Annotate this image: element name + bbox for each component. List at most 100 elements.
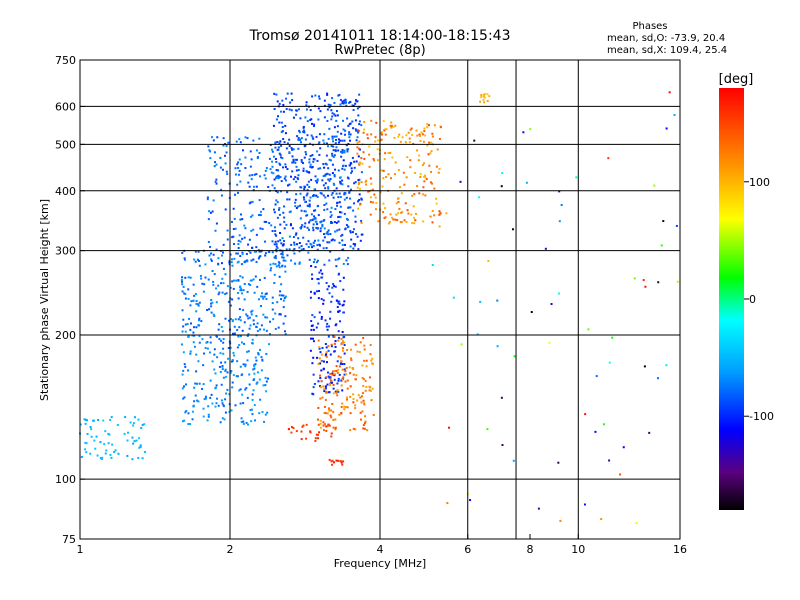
- scatter-point: [420, 131, 423, 134]
- scatter-point: [322, 367, 325, 370]
- scatter-point: [376, 148, 379, 151]
- scatter-point: [246, 260, 249, 263]
- scatter-point: [184, 383, 187, 386]
- scatter-point: [240, 287, 243, 290]
- scatter-point: [192, 404, 195, 407]
- scatter-point: [351, 156, 354, 159]
- scatter-point: [352, 242, 355, 245]
- scatter-point: [312, 229, 315, 232]
- scatter-point: [213, 165, 216, 168]
- scatter-point: [340, 384, 343, 387]
- scatter-point: [296, 158, 299, 161]
- scatter-point: [557, 461, 560, 464]
- scatter-point: [356, 136, 359, 139]
- scatter-point: [309, 431, 312, 434]
- scatter-point: [239, 141, 242, 144]
- scatter-point: [337, 459, 340, 462]
- scatter-point: [193, 258, 196, 261]
- scatter-point: [320, 315, 323, 318]
- scatter-point: [311, 324, 314, 327]
- scatter-point: [337, 330, 340, 333]
- scatter-point: [312, 160, 315, 163]
- scatter-point: [318, 133, 321, 136]
- scatter-point: [608, 459, 611, 462]
- scatter-point: [264, 254, 267, 257]
- scatter-point: [126, 431, 129, 434]
- scatter-point: [377, 220, 380, 223]
- scatter-point: [189, 423, 192, 426]
- scatter-point: [274, 257, 277, 260]
- scatter-point: [350, 167, 353, 170]
- scatter-point: [280, 298, 283, 301]
- scatter-point: [323, 423, 326, 426]
- scatter-point: [341, 100, 344, 103]
- scatter-point: [231, 264, 234, 267]
- scatter-point: [362, 399, 365, 402]
- scatter-point: [341, 340, 344, 343]
- scatter-point: [246, 137, 249, 140]
- scatter-point: [210, 259, 213, 262]
- scatter-point: [371, 362, 374, 365]
- scatter-point: [333, 350, 336, 353]
- scatter-point: [323, 405, 326, 408]
- scatter-point: [333, 101, 336, 104]
- scatter-point: [328, 409, 331, 412]
- scatter-point: [294, 205, 297, 208]
- scatter-point: [199, 274, 202, 277]
- scatter-point: [323, 360, 326, 363]
- scatter-point: [196, 399, 199, 402]
- scatter-point: [324, 412, 327, 415]
- scatter-point: [369, 213, 372, 216]
- scatter-point: [427, 124, 430, 127]
- scatter-point: [317, 406, 320, 409]
- scatter-point: [275, 169, 278, 172]
- scatter-point: [209, 157, 212, 160]
- scatter-point: [232, 207, 235, 210]
- scatter-point: [215, 301, 218, 304]
- scatter-point: [309, 109, 312, 112]
- scatter-point: [314, 265, 317, 268]
- scatter-point: [336, 125, 339, 128]
- scatter-point: [483, 101, 486, 104]
- scatter-point: [191, 334, 194, 337]
- scatter-point: [290, 109, 293, 112]
- scatter-point: [303, 188, 306, 191]
- scatter-point: [214, 180, 217, 183]
- scatter-point: [229, 286, 232, 289]
- scatter-point: [295, 165, 298, 168]
- scatter-point: [236, 346, 239, 349]
- scatter-point: [342, 276, 345, 279]
- scatter-point: [277, 169, 280, 172]
- scatter-point: [346, 396, 349, 399]
- scatter-point: [391, 156, 394, 159]
- scatter-point: [318, 346, 321, 349]
- scatter-point: [358, 163, 361, 166]
- scatter-point: [255, 382, 258, 385]
- scatter-point: [332, 149, 335, 152]
- scatter-point: [208, 351, 211, 354]
- scatter-point: [357, 183, 360, 186]
- scatter-point: [362, 131, 365, 134]
- scatter-point: [364, 180, 367, 183]
- scatter-point: [312, 356, 315, 359]
- scatter-point: [486, 93, 489, 96]
- scatter-point: [337, 379, 340, 382]
- scatter-point: [622, 446, 625, 449]
- scatter-point: [334, 324, 337, 327]
- scatter-point: [334, 208, 337, 211]
- scatter-point: [326, 92, 329, 95]
- scatter-point: [357, 200, 360, 203]
- scatter-point: [226, 173, 229, 176]
- scatter-point: [366, 137, 369, 140]
- colorbar-tick-label: 0: [749, 293, 756, 306]
- x-tick-label: 1: [77, 543, 84, 556]
- scatter-point: [306, 120, 309, 123]
- scatter-point: [236, 328, 239, 331]
- scatter-point: [295, 109, 298, 112]
- scatter-point: [264, 177, 267, 180]
- scatter-point: [290, 243, 293, 246]
- scatter-point: [312, 194, 315, 197]
- scatter-point: [308, 199, 311, 202]
- scatter-point: [297, 205, 300, 208]
- x-tick-label: 6: [464, 543, 471, 556]
